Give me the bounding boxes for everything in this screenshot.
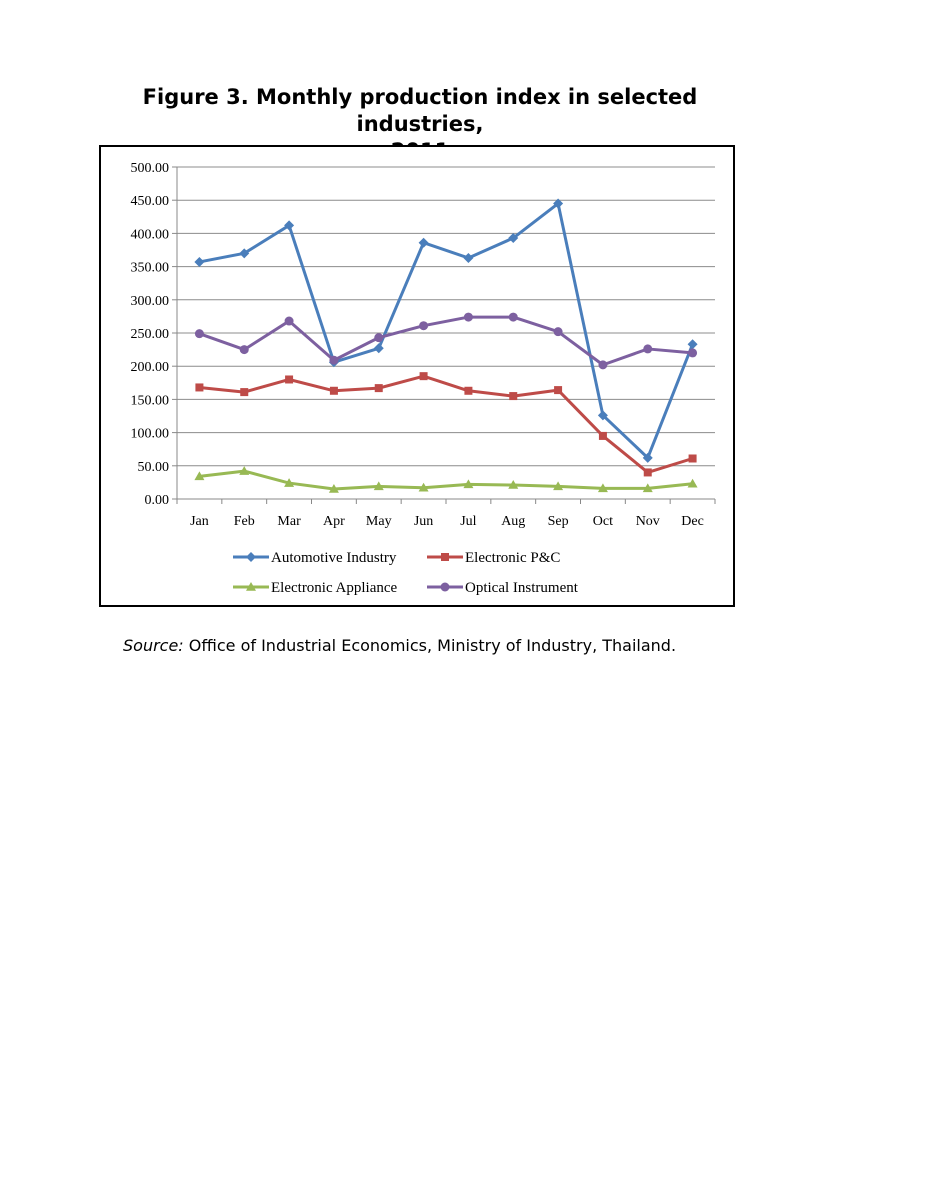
data-point (419, 321, 429, 331)
data-point (419, 372, 428, 381)
data-point (597, 483, 608, 493)
series-line (199, 374, 694, 474)
x-tick-label: Jan (190, 514, 209, 529)
data-point (441, 553, 449, 561)
legend-label: Automotive Industry (271, 550, 397, 566)
x-tick-label: Apr (323, 514, 345, 529)
legend-label: Electronic Appliance (271, 580, 398, 596)
data-point (553, 481, 564, 491)
y-tick-label: 100.00 (131, 427, 170, 442)
series-line (199, 202, 694, 460)
data-point (373, 481, 384, 491)
data-point (418, 237, 429, 248)
data-point (687, 478, 698, 488)
x-tick-label: Sep (548, 514, 569, 529)
data-point (246, 582, 256, 591)
data-point (553, 327, 563, 337)
x-tick-label: May (366, 514, 392, 529)
data-point (329, 355, 339, 365)
series-line (198, 315, 693, 367)
data-point (328, 484, 339, 493)
line-chart: 0.00 50.00 100.00 150.00 200.00 250.00 300.00 3… (131, 161, 716, 596)
data-point (597, 410, 608, 421)
chart-frame: 0.00 50.00 100.00 150.00 200.00 250.00 300.00 3… (99, 145, 735, 607)
y-tick-label: 50.00 (138, 460, 170, 475)
data-point (643, 344, 653, 354)
data-point (553, 198, 564, 209)
x-tick-label: Aug (501, 514, 525, 529)
data-point (440, 582, 450, 592)
x-tick-label: Mar (277, 514, 301, 529)
data-point (373, 343, 384, 354)
data-point (374, 384, 383, 393)
data-point (284, 220, 295, 231)
x-tick-label: Jun (414, 514, 433, 529)
data-point (329, 386, 338, 395)
x-tick-label: Nov (636, 514, 660, 529)
source-label: Source: (123, 636, 184, 655)
data-point (464, 386, 473, 395)
data-point (463, 479, 474, 489)
series-line (199, 469, 693, 491)
data-point (239, 345, 249, 355)
figure-source: Source: Office of Industrial Economics, … (123, 636, 676, 655)
data-point (194, 256, 205, 267)
data-point (285, 375, 294, 384)
data-point (374, 333, 384, 343)
y-tick-label: 150.00 (131, 393, 170, 408)
data-point (508, 312, 518, 322)
data-point (463, 312, 473, 322)
data-point (643, 468, 652, 477)
data-point (509, 392, 518, 401)
data-point (642, 452, 653, 463)
data-point (598, 360, 608, 370)
data-point (554, 386, 563, 395)
y-tick-label: 0.00 (145, 493, 170, 508)
data-point (463, 252, 474, 263)
x-tick-label: Jul (460, 514, 476, 529)
y-tick-label: 250.00 (131, 327, 170, 342)
figure-title-line-1: Figure 3. Monthly production index in se… (142, 85, 698, 136)
y-tick-label: 300.00 (131, 294, 170, 309)
data-point (239, 466, 250, 475)
data-point (194, 329, 204, 339)
y-tick-label: 500.00 (131, 161, 170, 176)
x-tick-label: Oct (593, 514, 613, 529)
data-point (195, 383, 204, 392)
legend-label: Optical Instrument (465, 580, 579, 596)
data-point (688, 348, 698, 358)
data-point (284, 316, 294, 326)
data-point (239, 248, 250, 259)
x-tick-label: Feb (234, 514, 255, 529)
x-tick-label: Dec (681, 514, 704, 529)
data-point (598, 431, 607, 440)
legend-label: Electronic P&C (465, 550, 560, 566)
data-point (688, 454, 697, 463)
data-point (508, 233, 519, 244)
data-point (687, 339, 698, 350)
figure-title: Figure 3. Monthly production index in se… (100, 84, 740, 165)
source-text: Office of Industrial Economics, Ministry… (183, 636, 677, 655)
data-point (284, 478, 295, 487)
y-tick-label: 450.00 (131, 194, 170, 209)
data-point (642, 483, 653, 493)
data-point (240, 388, 249, 397)
data-point (418, 482, 429, 492)
y-tick-label: 350.00 (131, 261, 170, 276)
y-tick-label: 200.00 (131, 360, 170, 375)
data-point (194, 471, 205, 481)
data-point (508, 480, 519, 489)
data-point (246, 552, 256, 562)
y-tick-label: 400.00 (131, 227, 170, 242)
